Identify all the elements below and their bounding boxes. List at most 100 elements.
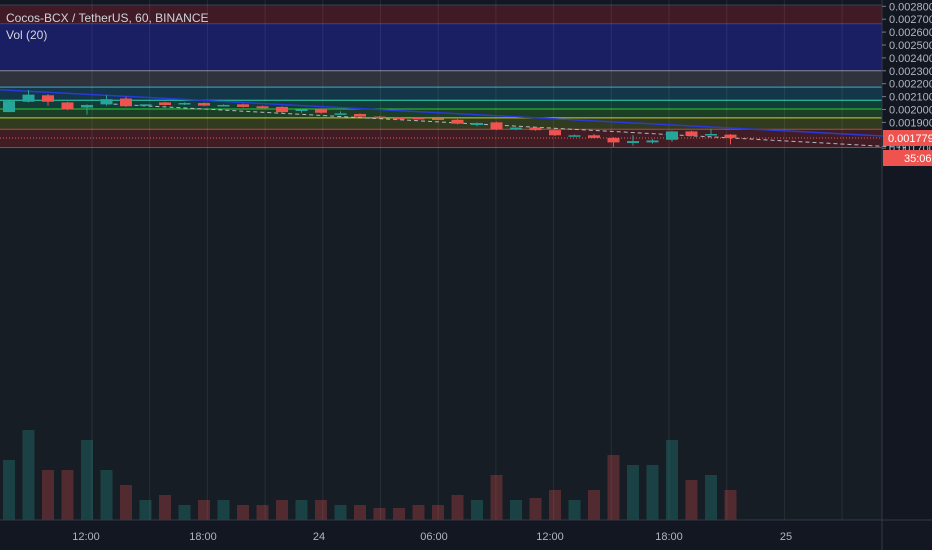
price-tick-label: 0.001900 bbox=[889, 117, 932, 129]
volume-bar bbox=[490, 475, 503, 520]
price-tick-label: 0.002600 bbox=[889, 27, 932, 39]
candle[interactable] bbox=[295, 109, 308, 111]
candle[interactable] bbox=[120, 98, 132, 107]
candle[interactable] bbox=[139, 104, 152, 106]
price-zone bbox=[0, 100, 882, 109]
candle[interactable] bbox=[705, 134, 717, 136]
volume-bar bbox=[237, 505, 249, 520]
volume-bar bbox=[139, 500, 152, 520]
volume-bar bbox=[451, 495, 464, 520]
volume-bar bbox=[22, 430, 35, 520]
volume-bar bbox=[217, 500, 230, 520]
price-tick-label: 0.002400 bbox=[889, 53, 932, 65]
volume-bar bbox=[100, 470, 113, 520]
volume-indicator-label[interactable]: Vol (20) bbox=[6, 28, 48, 42]
volume-bar bbox=[412, 505, 425, 520]
candle[interactable] bbox=[178, 103, 191, 105]
countdown-label: 35:06 bbox=[904, 153, 932, 165]
volume-bar bbox=[178, 505, 191, 520]
volume-bar bbox=[159, 495, 171, 520]
candle[interactable] bbox=[42, 95, 54, 102]
symbol-title: Cocos-BCX / TetherUS, 60, BINANCE bbox=[6, 11, 209, 25]
candle[interactable] bbox=[412, 117, 425, 120]
volume-bar bbox=[3, 460, 15, 520]
volume-bar bbox=[705, 475, 717, 520]
candle[interactable] bbox=[373, 116, 386, 119]
volume-bar bbox=[61, 470, 74, 520]
candle[interactable] bbox=[490, 122, 503, 130]
candle[interactable] bbox=[393, 117, 405, 120]
time-tick-label: 18:00 bbox=[655, 531, 683, 543]
candle[interactable] bbox=[607, 137, 620, 143]
volume-bar bbox=[295, 500, 308, 520]
price-tick-label: 0.002700 bbox=[889, 14, 932, 26]
candle[interactable] bbox=[100, 99, 113, 105]
current-price-label: 0.001779 bbox=[888, 133, 932, 145]
candle[interactable] bbox=[451, 119, 464, 124]
candle[interactable] bbox=[666, 131, 678, 140]
volume-bar bbox=[627, 465, 639, 520]
candle[interactable] bbox=[81, 104, 93, 108]
chart-legend: Cocos-BCX / TetherUS, 60, BINANCE Vol (2… bbox=[6, 10, 209, 44]
volume-bar bbox=[646, 465, 659, 520]
candle[interactable] bbox=[256, 106, 269, 109]
volume-bar bbox=[276, 500, 288, 520]
candle[interactable] bbox=[198, 103, 210, 106]
candle[interactable] bbox=[432, 118, 444, 121]
candle[interactable] bbox=[588, 135, 600, 138]
volume-bar bbox=[510, 500, 522, 520]
price-tick-label: 0.002800 bbox=[889, 1, 932, 13]
volume-bar bbox=[666, 440, 678, 520]
trendline[interactable] bbox=[0, 88, 907, 138]
price-zone bbox=[0, 5, 882, 24]
time-tick-label: 18:00 bbox=[189, 531, 217, 543]
current-price-badge bbox=[883, 129, 932, 146]
candle[interactable] bbox=[354, 114, 366, 117]
volume-bar bbox=[315, 500, 327, 520]
time-tick-label: 24 bbox=[313, 531, 325, 543]
volume-bar bbox=[393, 508, 405, 520]
candle[interactable] bbox=[510, 127, 522, 130]
volume-bar bbox=[588, 490, 600, 520]
candle[interactable] bbox=[627, 141, 639, 144]
price-tick-label: 0.002100 bbox=[889, 92, 932, 104]
candle[interactable] bbox=[3, 101, 15, 113]
dashed-trendline[interactable] bbox=[106, 103, 907, 149]
volume-bar bbox=[685, 480, 698, 520]
candle[interactable] bbox=[334, 113, 347, 115]
price-zone bbox=[0, 87, 882, 101]
candle[interactable] bbox=[315, 108, 327, 113]
volume-bar bbox=[471, 500, 483, 520]
volume-bar bbox=[120, 485, 132, 520]
candle[interactable] bbox=[159, 102, 171, 105]
candle[interactable] bbox=[724, 134, 737, 138]
volume-bar bbox=[354, 505, 366, 520]
volume-bar bbox=[256, 505, 269, 520]
price-tick-label: 0.002200 bbox=[889, 79, 932, 91]
price-tick-label: 0.002500 bbox=[889, 40, 932, 52]
candle[interactable] bbox=[276, 106, 288, 113]
volume-bar bbox=[529, 498, 542, 520]
volume-bar bbox=[42, 470, 54, 520]
candle[interactable] bbox=[22, 94, 35, 102]
time-tick-label: 12:00 bbox=[536, 531, 564, 543]
candle[interactable] bbox=[549, 130, 561, 136]
candle[interactable] bbox=[471, 123, 483, 125]
candle[interactable] bbox=[217, 104, 230, 107]
countdown-badge bbox=[883, 149, 932, 166]
price-tick-label: 0.002300 bbox=[889, 66, 932, 78]
price-zone bbox=[0, 70, 882, 88]
candle[interactable] bbox=[646, 140, 659, 143]
candle[interactable] bbox=[568, 135, 581, 137]
candle[interactable] bbox=[61, 102, 74, 110]
candle[interactable] bbox=[529, 127, 542, 131]
time-tick-label: 06:00 bbox=[420, 531, 448, 543]
price-zone bbox=[0, 23, 882, 71]
candle[interactable] bbox=[237, 104, 249, 107]
volume-bar bbox=[334, 505, 347, 520]
lower-zone bbox=[0, 147, 882, 521]
volume-bar bbox=[81, 440, 93, 520]
candle[interactable] bbox=[685, 131, 698, 136]
time-tick-label: 25 bbox=[780, 531, 792, 543]
